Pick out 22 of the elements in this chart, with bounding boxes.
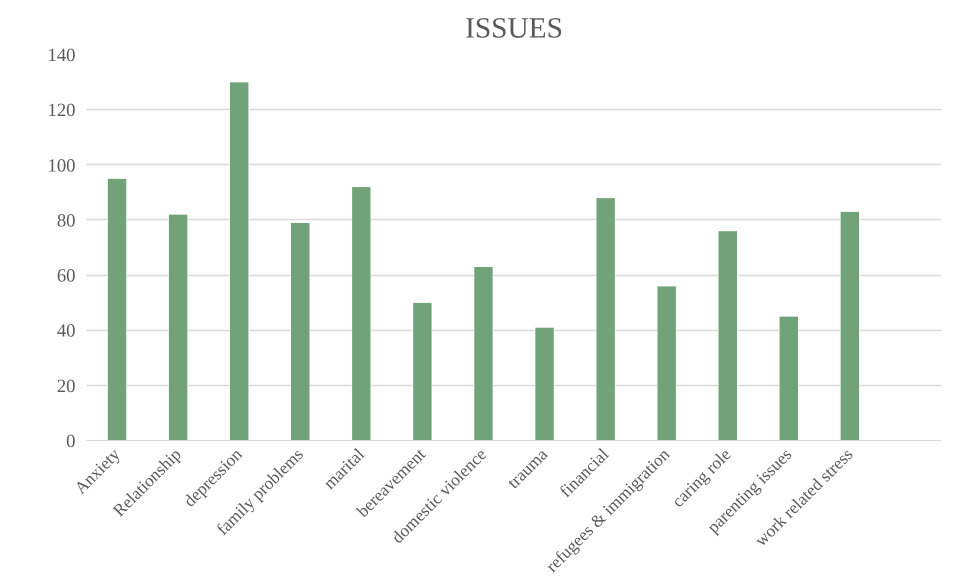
y-tick-label: 100 [48,155,76,176]
bar [596,198,616,440]
chart-title: ISSUES [465,12,563,44]
y-tick-label: 60 [56,266,76,287]
y-tick-label: 80 [56,210,76,232]
y-tick-label: 0 [66,431,76,452]
bar [352,186,372,440]
y-tick-label: 20 [56,376,76,397]
bar [718,230,738,440]
bar [168,214,188,440]
bar [656,286,676,440]
bar [229,82,249,440]
bar [107,178,127,440]
bar [474,266,494,440]
bar [534,327,554,440]
y-tick-label: 40 [56,320,76,342]
bar [412,302,432,440]
bar [779,316,799,440]
y-tick-label: 140 [48,45,76,66]
bar [840,211,860,440]
bar [290,222,310,440]
y-tick-label: 120 [48,100,76,122]
